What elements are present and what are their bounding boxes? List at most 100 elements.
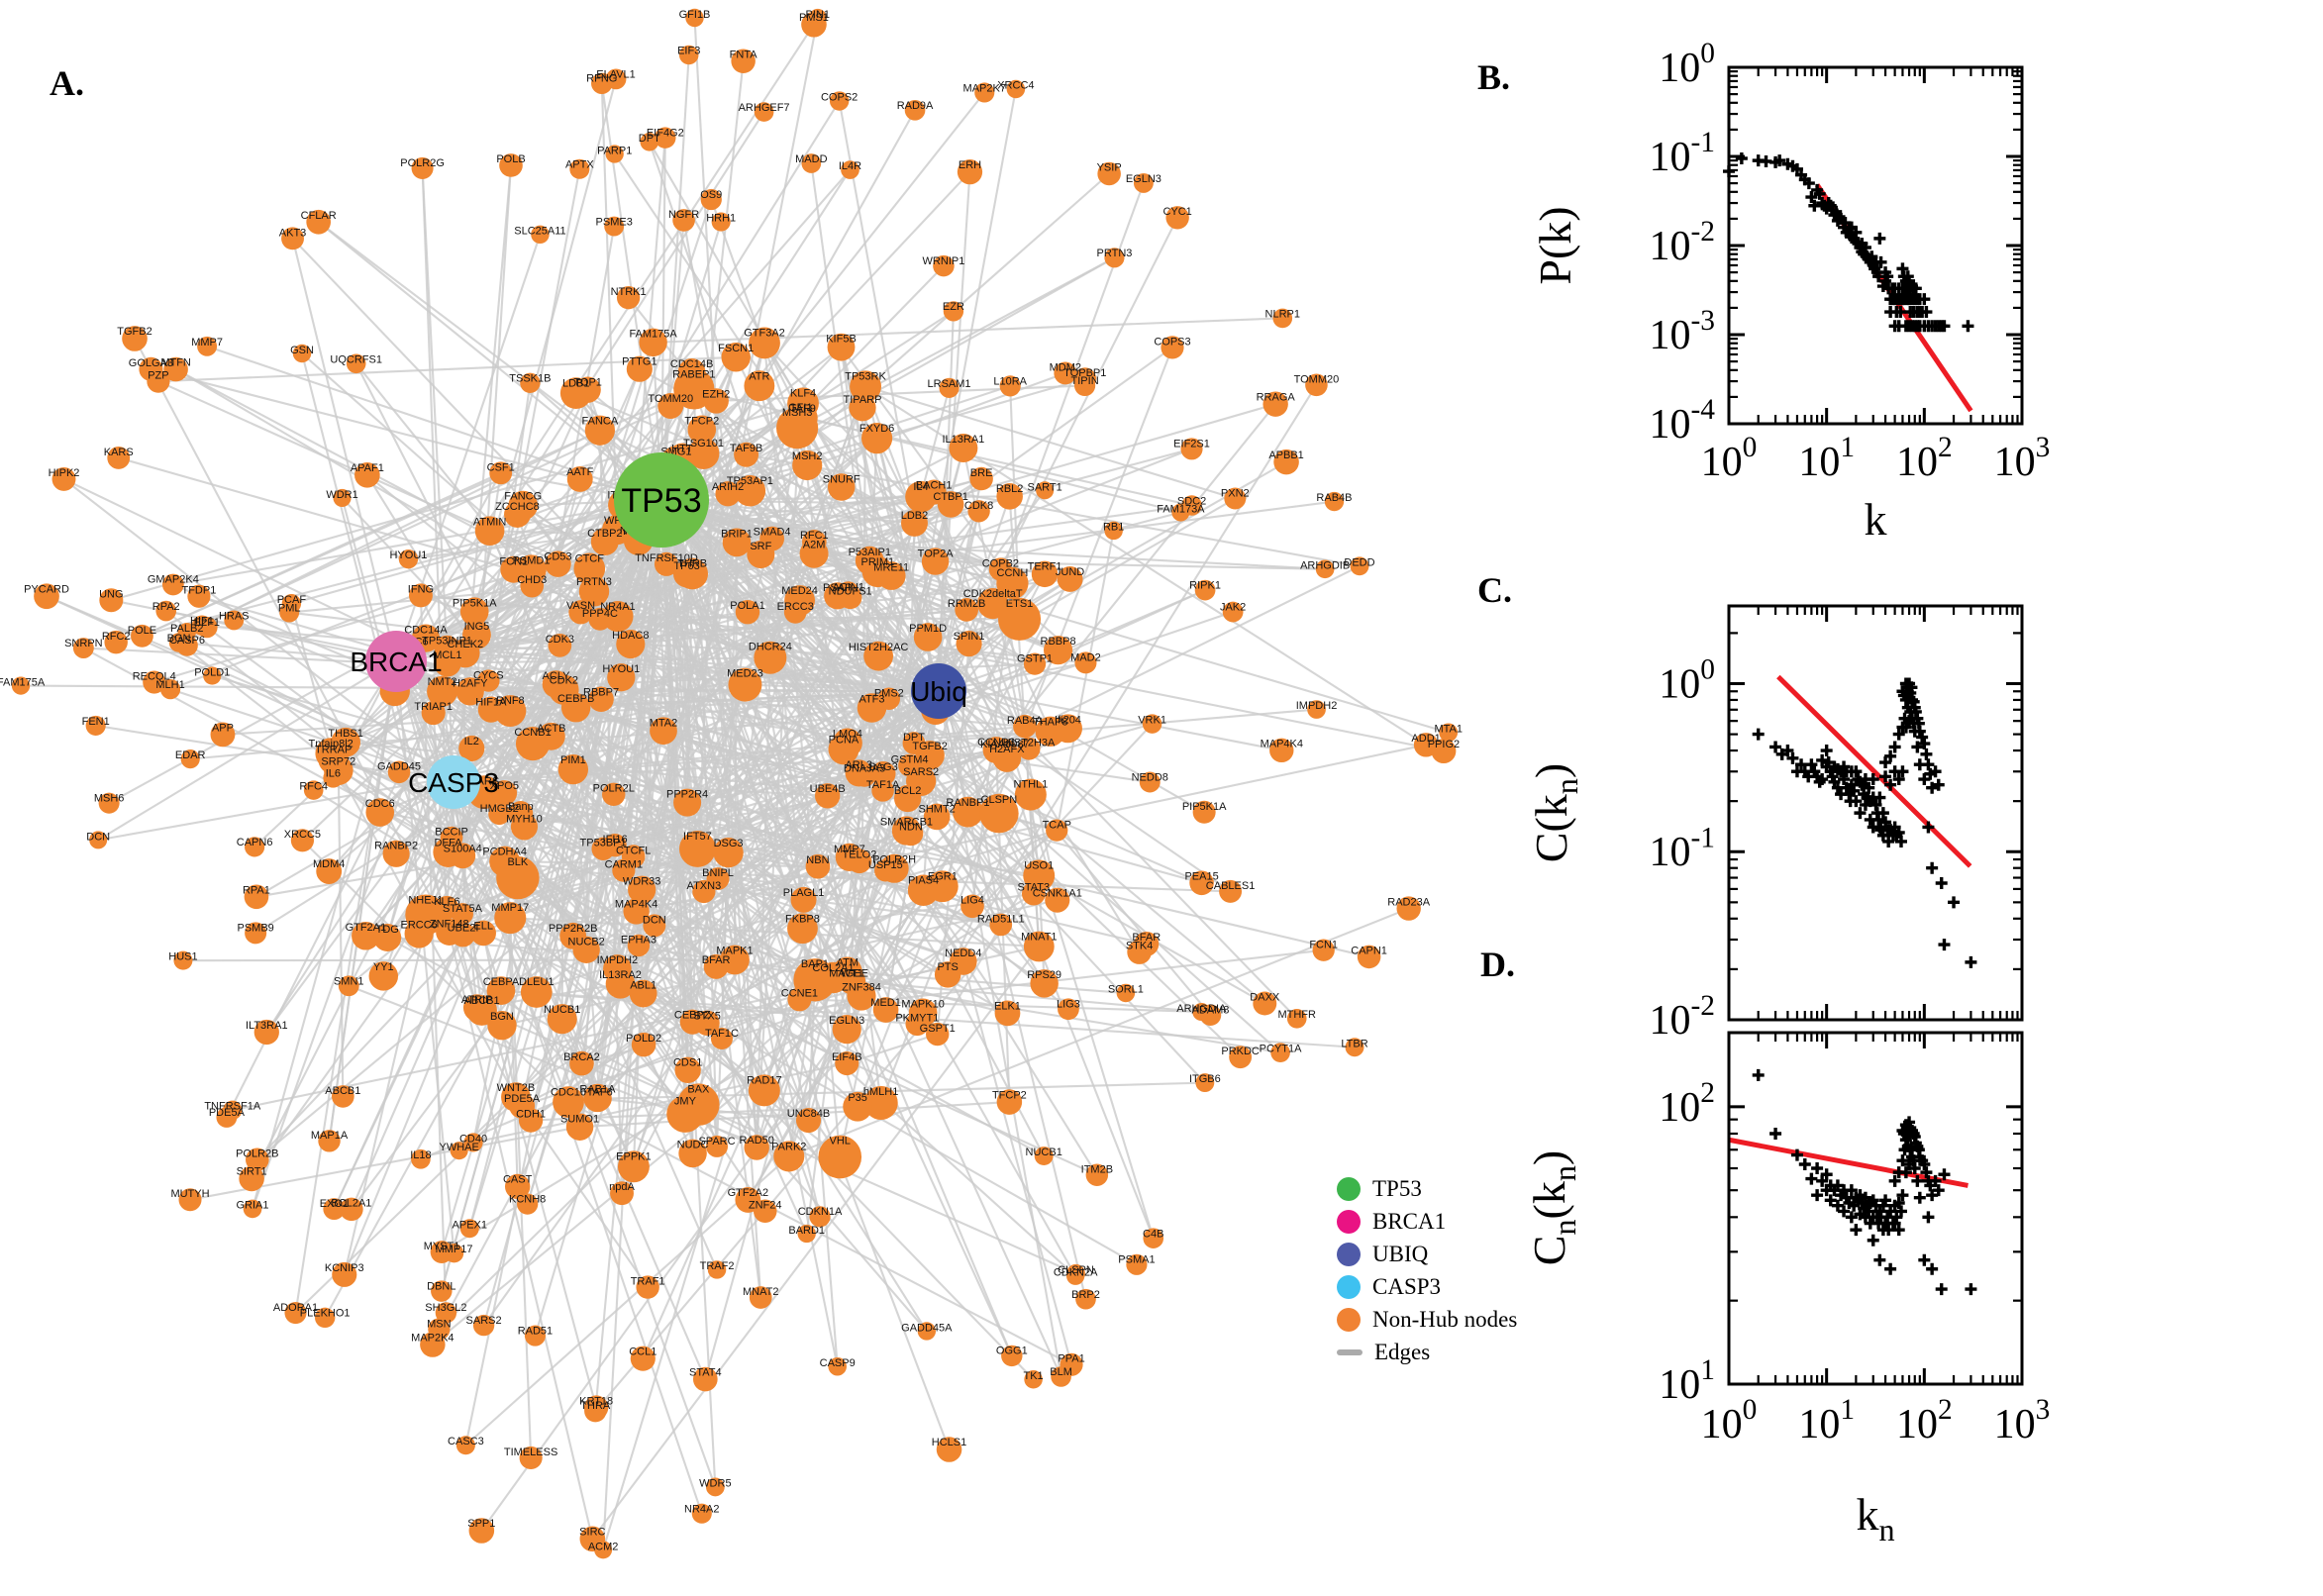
network-node <box>955 598 979 622</box>
gene-label: HIF1 <box>190 615 214 627</box>
network-node <box>323 767 344 788</box>
network-node <box>1143 1228 1164 1248</box>
gene-label: TAF1C <box>705 1028 739 1040</box>
network-node <box>1046 819 1068 842</box>
network-node <box>837 581 859 604</box>
network-node <box>253 1019 279 1046</box>
data-point <box>1831 1199 1844 1212</box>
network-node <box>1181 495 1202 516</box>
network-node <box>673 788 702 817</box>
network-node <box>1024 1369 1043 1389</box>
gene-label: RBBP7 <box>583 686 619 698</box>
network-node <box>655 127 676 149</box>
gene-label: NLRP1 <box>1265 309 1300 321</box>
plot-frame <box>1727 65 2024 426</box>
network-node <box>545 550 571 577</box>
data-point <box>1850 765 1863 778</box>
gene-label: SNRPN <box>64 638 103 649</box>
network-node <box>949 948 977 975</box>
gene-label: CASP6 <box>169 635 205 647</box>
network-node <box>691 1503 712 1524</box>
network-node <box>631 1032 656 1057</box>
network-node <box>433 648 461 677</box>
network-node <box>861 555 893 588</box>
gene-label: EIF2S1 <box>1173 438 1210 449</box>
gene-label: MSH2 <box>792 450 823 462</box>
data-point <box>1879 1194 1892 1207</box>
network-node <box>524 1325 547 1347</box>
hub-label-brca1: BRCA1 <box>350 647 442 677</box>
gene-label: HIF1A <box>475 696 507 708</box>
y-tick-label: 100​ <box>1659 38 1715 91</box>
data-point <box>1962 320 1974 333</box>
network-node <box>913 623 943 651</box>
x-tick-label: 100​ <box>1701 432 1758 485</box>
gene-label: CAPN1 <box>1351 946 1387 957</box>
gene-label: UBE4B <box>810 783 846 795</box>
gene-label: BNIPL <box>702 867 734 879</box>
gene-label: CAPN6 <box>237 837 273 848</box>
data-point <box>1918 1253 1931 1266</box>
data-point <box>1848 784 1861 797</box>
gene-label: THBS1 <box>328 728 362 740</box>
network-node <box>143 670 166 694</box>
gene-label: ZNF384 <box>842 981 881 993</box>
network-node <box>470 920 496 947</box>
network-node <box>224 610 245 631</box>
network-node <box>332 1261 357 1287</box>
gene-label: BCL2A1 <box>331 1198 371 1210</box>
network-node <box>960 894 984 919</box>
network-node <box>163 356 188 382</box>
network-node <box>835 843 863 871</box>
gene-label: TP53INP1 <box>422 636 472 648</box>
gene-label: WRNIP1 <box>923 255 965 267</box>
gene-label: NUCB2 <box>568 937 605 948</box>
gene-label: AATF <box>566 466 594 478</box>
network-node <box>537 722 565 750</box>
network-node <box>1286 1008 1307 1029</box>
network-node <box>428 1318 451 1341</box>
network-node <box>450 1142 468 1160</box>
axis-tick-labels: 100​ 101​ 102​ 103​ 100​ 10-1​ 10-2​ 10-3​ 10-4​ <box>1650 38 2051 485</box>
data-point <box>1938 320 1951 333</box>
network-node <box>784 585 816 616</box>
network-node <box>352 921 380 950</box>
network-node <box>455 1436 475 1455</box>
network-node <box>574 376 601 403</box>
network-node <box>850 370 882 403</box>
data-point <box>1911 741 1924 753</box>
gene-label: CTBP1 <box>933 491 967 503</box>
gene-label: ACIN1 <box>833 581 864 593</box>
data-point <box>1922 1211 1935 1224</box>
gene-label: IMPDH2 <box>1296 700 1338 712</box>
data-point <box>1884 1262 1897 1275</box>
gene-label: IL2 <box>464 736 479 748</box>
gene-label: NR4A1 <box>600 601 635 613</box>
axis-ticks <box>1727 1033 2024 1386</box>
gene-label: Ifi204 <box>1055 714 1081 726</box>
network-node <box>333 488 352 508</box>
gene-label: TAF9B <box>730 443 762 454</box>
gene-label: BAG3 <box>868 761 897 773</box>
gene-label: NTRK1 <box>611 286 647 298</box>
network-node <box>643 914 666 938</box>
network-node <box>1133 172 1154 193</box>
network-node <box>444 1244 464 1263</box>
y-axis-title: P(k) <box>1530 206 1580 284</box>
data-point <box>1867 1234 1879 1247</box>
network-node <box>368 961 399 991</box>
gene-label: DHCR24 <box>749 642 792 653</box>
gene-label: PEA15 <box>1184 870 1218 882</box>
data-point <box>1845 778 1858 791</box>
gene-label: PRTN3 <box>576 576 612 588</box>
gene-label: APAF1 <box>351 462 384 474</box>
gene-label: PPM1D <box>909 623 947 635</box>
gene-label: PIP5K1A <box>1182 801 1227 813</box>
hub-node-casp3 <box>427 755 480 809</box>
gene-label: SH3GL2 <box>425 1302 466 1314</box>
legend-label-brca1: BRCA1 <box>1372 1208 1447 1234</box>
network-node <box>672 560 701 588</box>
network-node <box>870 760 896 786</box>
gene-label: MDM4 <box>313 858 345 870</box>
gene-label: UNC84B <box>787 1108 830 1120</box>
